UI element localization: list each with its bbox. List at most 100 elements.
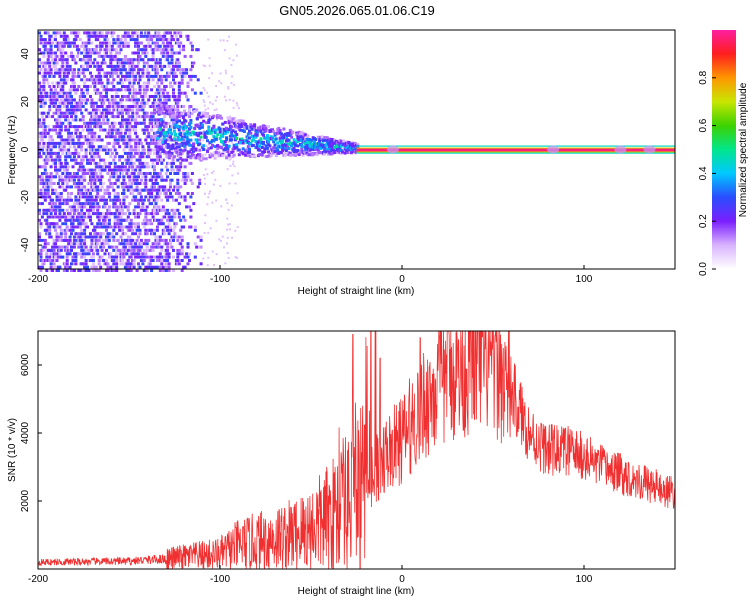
heatmap-cell <box>180 78 184 82</box>
heatmap-cell <box>90 265 94 269</box>
heatmap-cell <box>126 205 130 209</box>
heatmap-cell <box>113 182 117 185</box>
heatmap-cell <box>153 172 156 175</box>
spectrogram-x-label: Height of straight line (km) <box>298 286 415 297</box>
heatmap-cell <box>128 34 132 38</box>
heatmap-cell <box>182 128 186 132</box>
heatmap-cell <box>167 195 171 199</box>
heatmap-cell <box>116 131 120 135</box>
heatmap-cell <box>97 54 101 58</box>
heatmap-cell <box>128 228 132 232</box>
heatmap-cell <box>236 119 240 123</box>
heatmap-cell <box>59 175 63 179</box>
heatmap-cell <box>115 71 119 75</box>
heatmap-cell <box>75 34 79 38</box>
heatmap-cell <box>137 235 140 239</box>
heatmap-cell <box>196 185 200 189</box>
heatmap-cell <box>86 265 89 269</box>
heatmap-cell <box>49 71 53 75</box>
heatmap-cell <box>128 121 132 125</box>
heatmap-cell <box>182 215 186 219</box>
heatmap-cell <box>89 161 92 165</box>
heatmap-cell <box>38 64 41 68</box>
heatmap-cell <box>62 269 66 272</box>
heatmap-cell <box>100 198 104 202</box>
heatmap-cell <box>218 238 221 241</box>
heatmap-cell <box>166 228 170 232</box>
heatmap-cell <box>172 269 175 272</box>
heatmap-cell <box>148 195 152 199</box>
heatmap-cell <box>65 228 69 232</box>
heatmap-cell <box>118 44 122 48</box>
heatmap-cell <box>42 248 46 252</box>
heatmap-cell <box>267 150 271 154</box>
heatmap-cell <box>170 245 174 249</box>
heatmap-cell <box>106 185 110 189</box>
heatmap-cell <box>189 161 193 165</box>
heatmap-cell <box>40 115 44 119</box>
heatmap-cell <box>135 198 139 202</box>
heatmap-cell <box>198 153 202 156</box>
heatmap-cell <box>97 51 101 55</box>
heatmap-cell <box>150 202 154 206</box>
heatmap-cell <box>169 242 172 246</box>
heatmap-cell <box>158 134 162 138</box>
heatmap-cell <box>43 71 47 75</box>
heatmap-cell <box>71 222 75 226</box>
heatmap-cell <box>99 121 103 125</box>
heatmap-cell <box>262 127 265 131</box>
heatmap-cell <box>107 205 111 209</box>
heatmap-cell <box>258 153 262 156</box>
x-tick-label: -100 <box>210 274 230 285</box>
heatmap-cell <box>226 217 229 220</box>
heatmap-cell <box>74 255 78 259</box>
heatmap-cell <box>112 175 116 179</box>
heatmap-cell <box>188 127 192 131</box>
heatmap-cell <box>83 98 87 102</box>
heatmap-cell <box>42 145 46 149</box>
heatmap-cell <box>139 121 143 125</box>
heatmap-cell <box>107 178 111 182</box>
carrier-blob <box>643 145 656 154</box>
x-tick-label: -100 <box>210 574 230 585</box>
heatmap-cell <box>142 269 146 272</box>
heatmap-cell <box>55 118 59 122</box>
heatmap-cell <box>116 218 120 222</box>
heatmap-cell <box>186 175 190 179</box>
heatmap-cell <box>48 41 52 45</box>
heatmap-cell <box>126 44 130 48</box>
heatmap-cell <box>81 218 85 222</box>
heatmap-cell <box>180 248 184 252</box>
heatmap-cell <box>166 95 170 98</box>
heatmap-cell <box>71 74 75 78</box>
heatmap-cell <box>38 141 41 145</box>
heatmap-cell <box>158 34 162 38</box>
heatmap-cell <box>123 108 127 112</box>
heatmap-cell <box>288 133 292 137</box>
heatmap-cell <box>166 218 170 222</box>
heatmap-cell <box>48 115 52 119</box>
heatmap-cell <box>91 115 95 119</box>
heatmap-cell <box>51 269 55 272</box>
heatmap-cell <box>67 131 71 135</box>
heatmap-cell <box>295 131 299 135</box>
heatmap-cell <box>122 64 126 68</box>
heatmap-cell <box>103 71 107 75</box>
heatmap-cell <box>232 59 235 62</box>
heatmap-cell <box>115 269 119 272</box>
heatmap-cell <box>231 141 234 144</box>
heatmap-cell <box>89 215 92 219</box>
heatmap-cell <box>148 151 152 155</box>
heatmap-cell <box>264 129 268 133</box>
heatmap-cell <box>138 232 142 236</box>
heatmap-cell <box>145 128 149 132</box>
heatmap-cell <box>49 185 53 189</box>
heatmap-cell <box>52 111 56 115</box>
heatmap-cell <box>90 74 94 78</box>
heatmap-cell <box>173 71 177 75</box>
heatmap-cell <box>167 74 171 78</box>
heatmap-cell <box>214 150 218 154</box>
heatmap-cell <box>74 118 78 122</box>
heatmap-cell <box>216 147 220 151</box>
heatmap-cell <box>118 205 122 209</box>
